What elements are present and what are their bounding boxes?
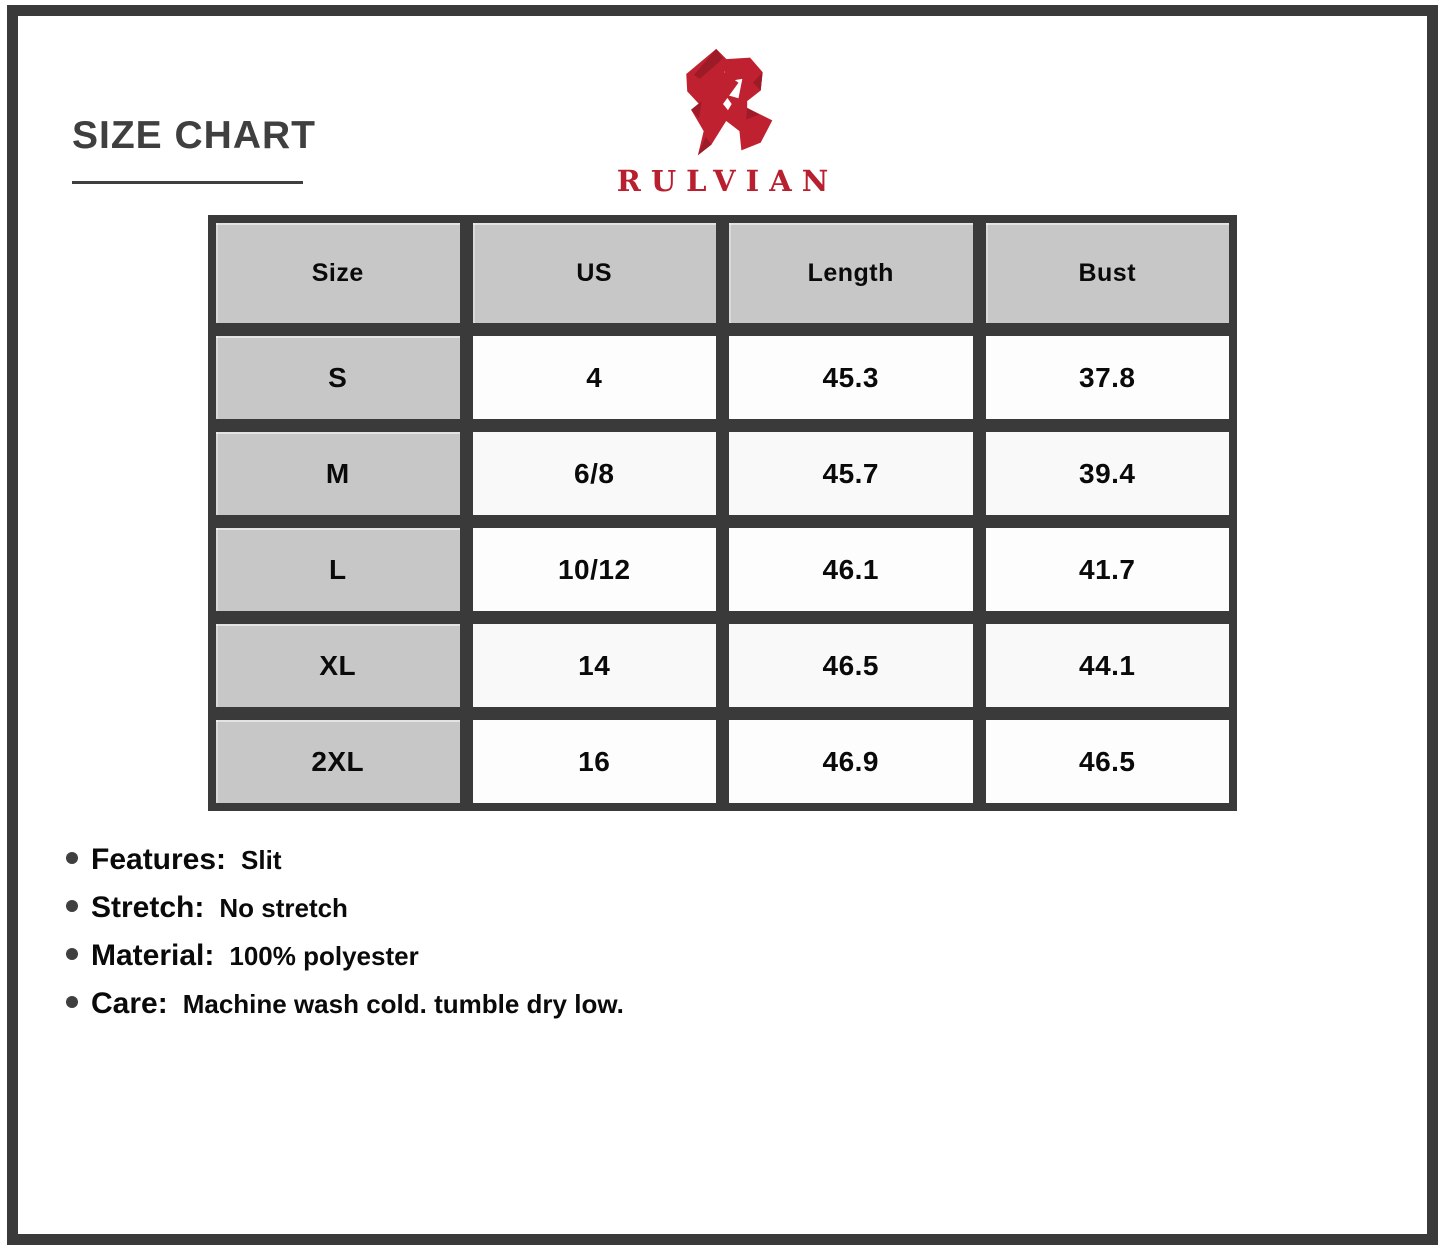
product-details-list: Features: Slit Stretch: No stretch Mater… [66,843,624,1035]
detail-item: Material: 100% polyester [66,939,624,973]
table-header-cell-bust: Bust [985,223,1229,323]
brand-name: RULVIAN [616,164,839,198]
length-cell: 45.7 [729,432,973,515]
length-cell: 46.5 [729,624,973,707]
brand-logo: RULVIAN [0,46,1445,198]
detail-label: Stretch: [91,891,205,924]
us-cell: 4 [472,336,716,419]
length-cell: 46.9 [729,720,973,803]
size-chart-table: Size US Length Bust S 4 45.3 37.8 M 6/8 … [208,215,1237,811]
detail-item: Care: Machine wash cold. tumble dry low. [66,987,624,1021]
table-header-cell-size: Size [216,223,460,323]
length-cell: 46.1 [729,528,973,611]
detail-value: Slit [241,845,282,875]
bust-cell: 37.8 [985,336,1229,419]
size-cell: 2XL [216,720,460,803]
size-cell: M [216,432,460,515]
size-cell: L [216,528,460,611]
detail-value: No stretch [219,893,348,923]
detail-value: Machine wash cold. tumble dry low. [182,989,624,1019]
title-underline [72,181,303,184]
bust-cell: 44.1 [985,624,1229,707]
us-cell: 16 [472,720,716,803]
bullet-icon [66,900,78,912]
page-title: SIZE CHART [72,114,316,157]
detail-label: Material: [91,939,215,972]
length-cell: 45.3 [729,336,973,419]
bust-cell: 39.4 [985,432,1229,515]
table-header-cell-us: US [472,223,716,323]
detail-item: Stretch: No stretch [66,891,624,925]
bullet-icon [66,852,78,864]
detail-label: Care: [91,987,168,1020]
detail-item: Features: Slit [66,843,624,877]
bullet-icon [66,996,78,1008]
us-cell: 14 [472,624,716,707]
bust-cell: 46.5 [985,720,1229,803]
us-cell: 6/8 [472,432,716,515]
bust-cell: 41.7 [985,528,1229,611]
size-cell: XL [216,624,460,707]
rulvian-r-logo-icon [685,48,772,156]
us-cell: 10/12 [472,528,716,611]
detail-label: Features: [91,843,227,876]
table-header-cell-length: Length [729,223,973,323]
bullet-icon [66,948,78,960]
detail-value: 100% polyester [229,941,419,971]
size-cell: S [216,336,460,419]
